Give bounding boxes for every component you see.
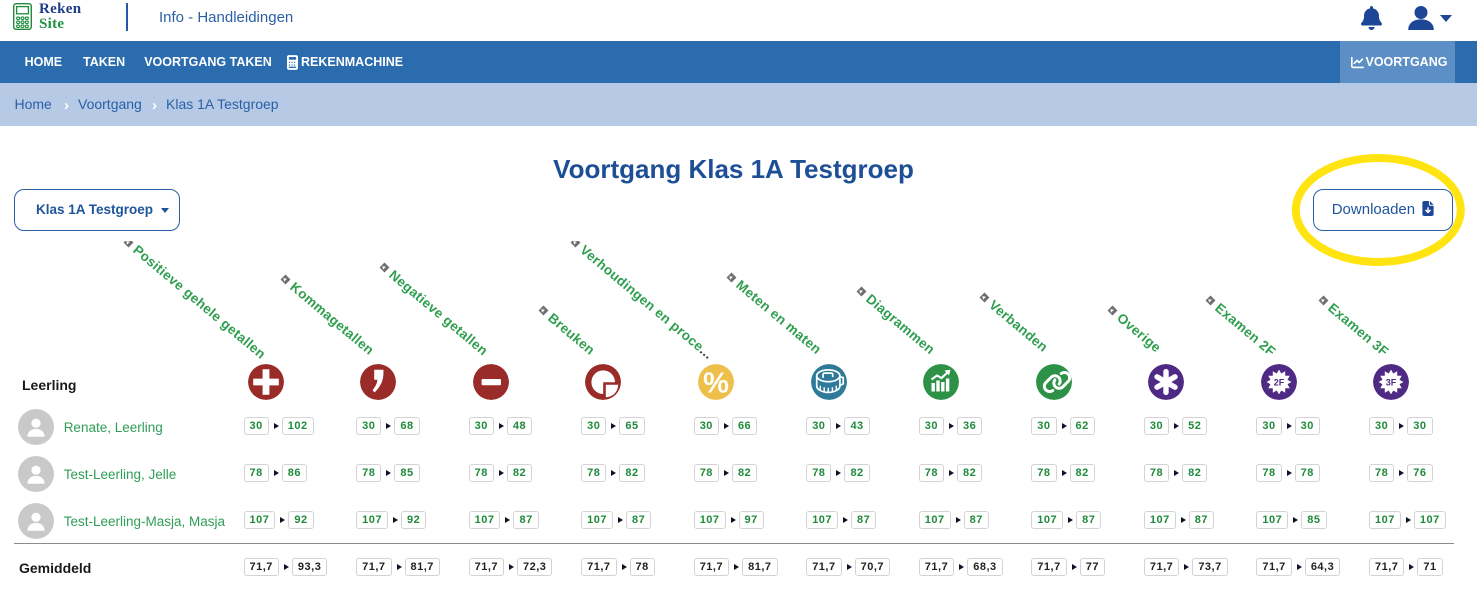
svg-text:2F: 2F: [1273, 377, 1284, 387]
svg-text:3F: 3F: [1386, 377, 1397, 387]
svg-text:%: %: [703, 367, 729, 399]
